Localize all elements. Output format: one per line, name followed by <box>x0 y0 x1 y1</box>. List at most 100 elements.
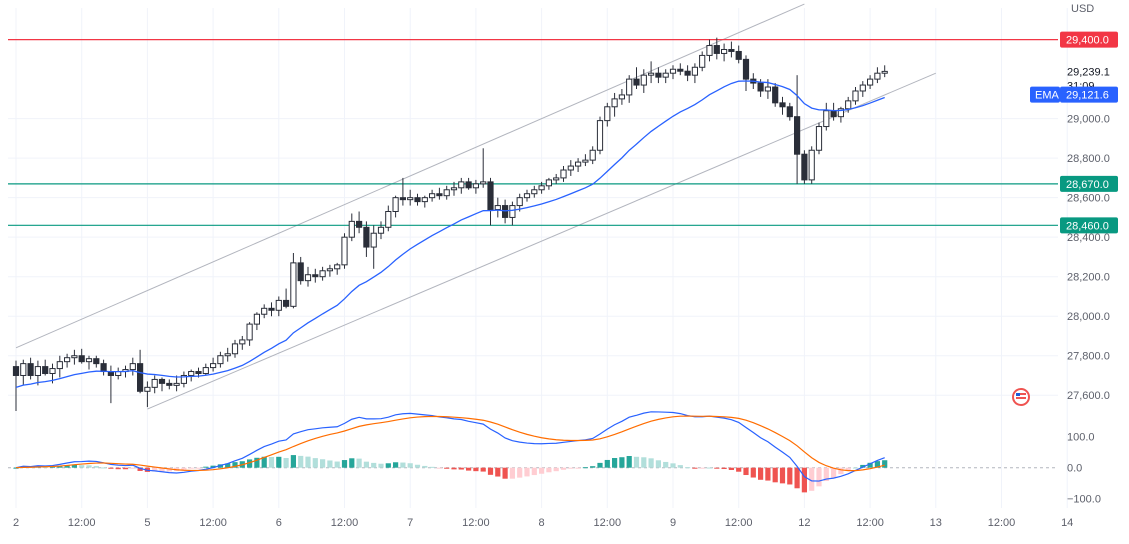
candle <box>575 158 582 172</box>
candle-body <box>363 226 370 248</box>
candle-body <box>772 86 779 104</box>
candle-body <box>706 45 713 56</box>
candle-body <box>326 268 333 272</box>
macd-histogram-bar <box>816 467 822 487</box>
candle-body <box>494 205 501 211</box>
candle-body <box>195 371 202 375</box>
currency-label[interactable]: USD <box>1071 3 1094 15</box>
macd-histogram-bar <box>480 467 486 472</box>
candle-body <box>34 366 41 376</box>
candle-body <box>611 98 618 108</box>
macd-histogram-bar <box>261 456 267 468</box>
macd-histogram-bar <box>852 467 859 469</box>
candle <box>399 177 406 206</box>
trend-channel[interactable] <box>15 3 936 410</box>
candle-body <box>71 355 78 359</box>
candle <box>210 357 217 372</box>
candle <box>567 160 574 176</box>
macd-histogram-bar <box>539 467 545 474</box>
candle-body <box>567 165 574 171</box>
candle-body <box>465 181 472 189</box>
candle <box>721 43 728 62</box>
level-badge: 28,460.0 <box>1060 217 1118 234</box>
macd-histogram-bar <box>327 460 333 468</box>
macd-histogram-bar <box>604 459 610 468</box>
candle-body <box>480 181 487 185</box>
candle-body <box>246 323 253 341</box>
candle-body <box>553 177 560 181</box>
candle-body <box>874 72 881 80</box>
macd-histogram-bar <box>334 461 340 468</box>
candle-body <box>429 193 436 199</box>
candle-body <box>823 110 830 128</box>
level-badge-label: 28,460.0 <box>1066 220 1109 232</box>
candle-body <box>509 205 516 218</box>
candle-body <box>85 358 93 363</box>
level-badge-label: 29,400.0 <box>1066 35 1109 47</box>
candle <box>662 69 669 84</box>
macd-histogram-bar <box>181 467 187 470</box>
candle-body <box>202 367 209 375</box>
candle-body <box>78 355 85 363</box>
price-axis[interactable]: 29,000.0 28,800.0 28,600.0 28,400.0 28,200.0… <box>1067 3 1110 506</box>
candle <box>684 65 691 82</box>
candle <box>472 179 479 194</box>
candle-body <box>604 106 611 122</box>
candle <box>304 266 312 287</box>
candle-body <box>100 363 107 373</box>
trend-channel-line[interactable] <box>15 3 805 349</box>
candle <box>71 349 78 365</box>
macd-histogram-bar <box>466 467 472 471</box>
ema-name-label: EMA <box>1035 90 1060 102</box>
macd-tick-label: 0.0 <box>1067 463 1082 475</box>
candle <box>377 221 385 240</box>
candle-body <box>830 110 837 118</box>
time-tick-label: 7 <box>407 517 413 529</box>
candle-body <box>560 169 567 179</box>
macd-histogram-bar <box>108 467 114 469</box>
candle <box>458 177 465 194</box>
candle <box>852 87 859 105</box>
candle-body <box>859 84 866 92</box>
candle-body <box>348 220 355 238</box>
candle <box>837 106 844 123</box>
candle <box>56 355 63 378</box>
candle-body <box>173 382 180 386</box>
candle <box>268 302 275 317</box>
candle-body <box>538 185 545 191</box>
macd-histogram-bar <box>152 467 158 472</box>
candle-body <box>137 363 144 392</box>
macd-histogram-bar <box>225 463 231 468</box>
flag-icon-stripe <box>1016 393 1026 395</box>
candle-body <box>224 353 231 357</box>
level-badge-label: 28,670.0 <box>1066 179 1109 191</box>
candle-body <box>253 313 261 325</box>
candle-body <box>669 68 677 74</box>
candle-body <box>421 197 428 203</box>
candle <box>429 189 436 202</box>
candle-body <box>334 264 341 270</box>
macd-histogram-bar <box>517 467 523 478</box>
candle-body <box>764 86 771 92</box>
flag-icon[interactable] <box>1012 388 1030 406</box>
candle <box>290 252 297 309</box>
macd-histogram-bar <box>823 467 829 482</box>
time-axis[interactable]: 2 12:00 5 12:00 6 12:00 7 12:00 8 12:00 9 12:00 12 12… <box>13 517 1073 529</box>
candle-body <box>93 358 100 365</box>
horizontal-levels[interactable] <box>8 39 1058 226</box>
macd-histogram-bar <box>524 467 530 477</box>
macd-histogram-bar <box>356 458 362 468</box>
candle-body <box>757 82 764 92</box>
candle <box>319 266 326 281</box>
last-price-label: 29,239.1 <box>1067 66 1110 78</box>
trend-channel-line[interactable] <box>147 72 936 410</box>
candle-body <box>290 262 297 307</box>
candle-body <box>158 378 166 384</box>
candle <box>691 63 698 84</box>
candle <box>655 67 662 84</box>
candle <box>224 347 231 362</box>
macd-histogram-bar <box>743 467 749 476</box>
macd-histogram-bar <box>860 464 866 468</box>
macd-histogram-bar <box>582 467 588 469</box>
